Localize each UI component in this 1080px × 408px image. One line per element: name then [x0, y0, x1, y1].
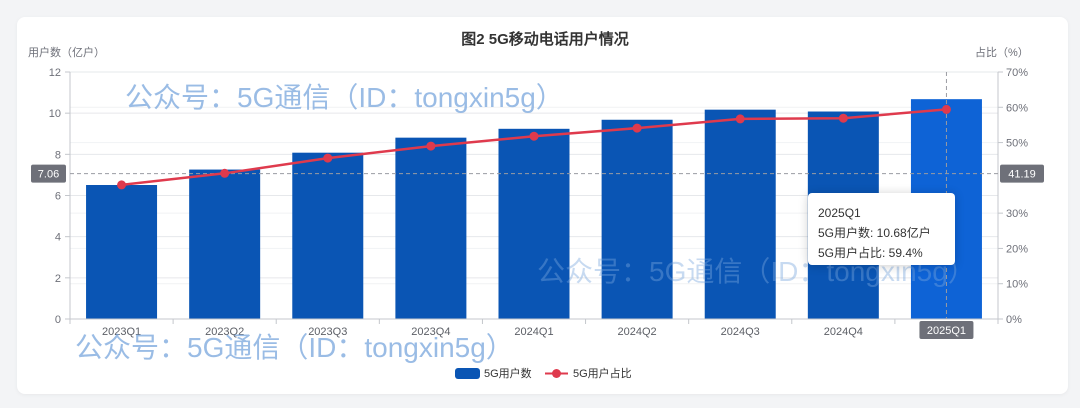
line-point-2024Q1[interactable]: [529, 131, 539, 141]
axis-pointer-label-right: 41.19: [1008, 169, 1036, 181]
y-tick-label-left: 10: [49, 108, 61, 120]
legend-label-users: 5G用户数: [484, 366, 532, 380]
bar-series: [86, 99, 982, 320]
bar-2023Q1[interactable]: [86, 185, 158, 319]
line-point-2023Q2[interactable]: [220, 168, 230, 178]
y-tick-label-right: 50%: [1006, 138, 1028, 150]
axis-pointer-label-bottom: 2025Q1: [927, 325, 966, 337]
y-tick-label-left: 0: [55, 314, 61, 326]
x-tick-label: 2024Q4: [824, 326, 863, 338]
y-axis-title-left: 用户数（亿户）: [28, 45, 105, 59]
axis-pointer-labels: 7.06 41.19 2025Q1: [31, 164, 1044, 339]
bar-2023Q4[interactable]: [395, 137, 467, 319]
y-tick-label-left: 12: [49, 67, 61, 79]
y-axis-title-right: 占比（%）: [975, 45, 1029, 59]
y-tick-label-left: 8: [55, 149, 61, 161]
bar-2023Q3[interactable]: [292, 152, 364, 319]
chart-title: 图2 5G移动电话用户情况: [461, 30, 629, 48]
y-tick-label-right: 70%: [1006, 67, 1028, 79]
line-point-2024Q4[interactable]: [838, 113, 848, 123]
axis-pointer-label-right-box: [1000, 164, 1044, 183]
x-tick-label: 2024Q3: [721, 326, 760, 338]
line-point-2023Q1[interactable]: [117, 180, 127, 190]
tooltip-users-line: 5G用户数: 10.68亿户: [818, 226, 931, 240]
axes: 0 2 4 6 8 10 12 0% 10% 20% 30% 50% 60% 70% 2023Q1 2023Q…: [49, 67, 1028, 338]
legend-swatch-marker: [552, 369, 561, 378]
tooltip: 2025Q1 5G用户数: 10.68亿户 5G用户占比: 59.4%: [808, 193, 955, 265]
y-tick-label-right: 10%: [1006, 279, 1028, 291]
line-series: [117, 104, 951, 190]
legend-swatch-bar: [455, 368, 480, 379]
legend-item-ratio[interactable]: 5G用户占比: [545, 366, 632, 380]
x-tick-label: 2023Q1: [102, 326, 141, 338]
legend-label-ratio: 5G用户占比: [573, 366, 632, 380]
x-tick-label: 2023Q2: [205, 326, 244, 338]
y-tick-label-right: 30%: [1006, 208, 1028, 220]
x-tick-label: 2023Q3: [308, 326, 347, 338]
line-point-2024Q2[interactable]: [632, 123, 642, 133]
x-tick-label: 2023Q4: [411, 326, 450, 338]
line-point-2023Q3[interactable]: [323, 153, 333, 163]
line-point-2024Q3[interactable]: [735, 114, 745, 124]
bar-2024Q2[interactable]: [601, 119, 673, 320]
axis-pointer-label-bottom-box: [919, 321, 974, 339]
y-tick-label-right: 60%: [1006, 102, 1028, 114]
legend: 5G用户数 5G用户占比: [455, 366, 632, 380]
tooltip-title: 2025Q1: [818, 206, 861, 220]
bar-2024Q1[interactable]: [498, 128, 570, 319]
y-tick-label-left: 4: [55, 232, 61, 244]
x-tick-label: 2024Q1: [514, 326, 553, 338]
line-point-2025Q1[interactable]: [941, 104, 951, 114]
x-tick-label: 2024Q2: [618, 326, 657, 338]
axis-pointer-label-left-box: [31, 164, 66, 183]
bar-2024Q3[interactable]: [704, 109, 776, 319]
tooltip-ratio-line: 5G用户占比: 59.4%: [818, 246, 923, 260]
legend-item-users[interactable]: 5G用户数: [455, 366, 532, 380]
line-point-2023Q4[interactable]: [426, 141, 436, 151]
y-tick-label-right: 20%: [1006, 243, 1028, 255]
axis-pointer-label-left: 7.06: [38, 169, 59, 181]
y-tick-label-left: 2: [55, 273, 61, 285]
y-tick-label-left: 6: [55, 191, 61, 203]
y-tick-label-right: 0%: [1006, 314, 1022, 326]
bar-2023Q2[interactable]: [189, 169, 261, 319]
